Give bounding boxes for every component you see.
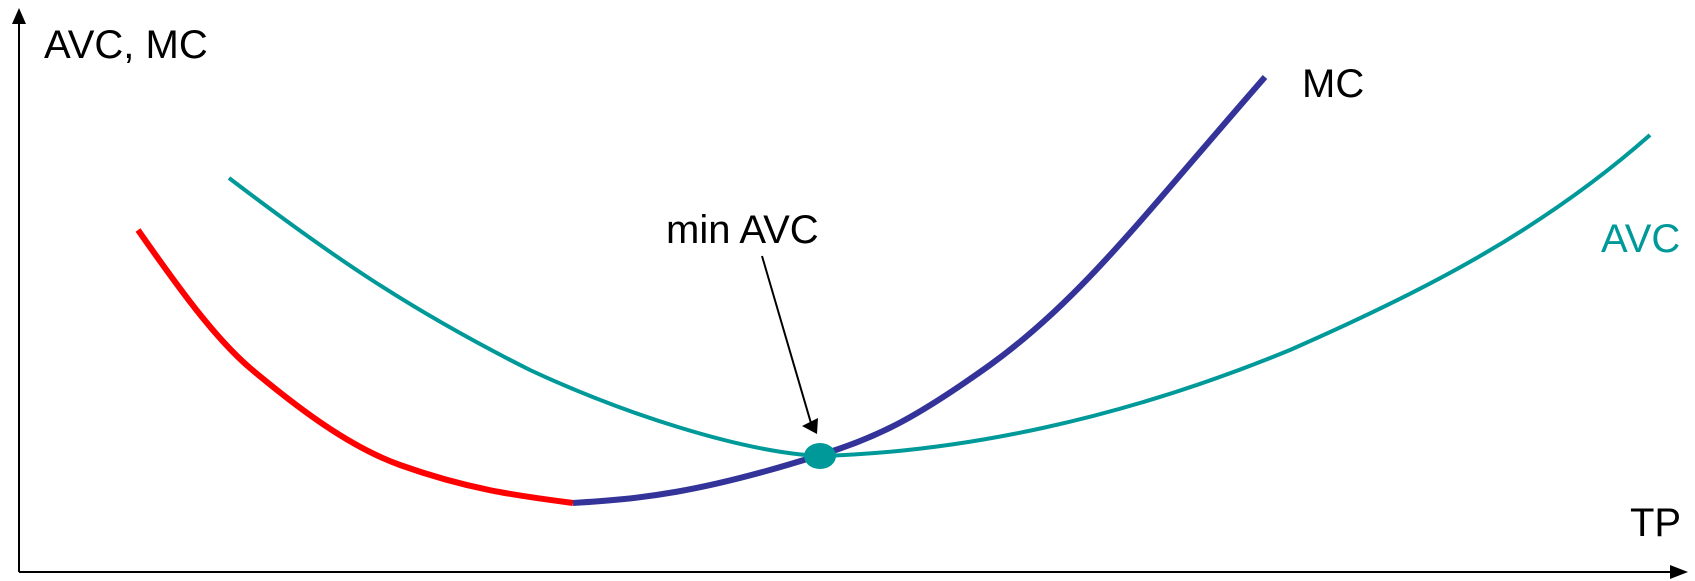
min-avc-annotation: min AVC	[666, 208, 819, 252]
mc-curve-label: MC	[1302, 62, 1364, 106]
avc-curve	[227, 133, 1652, 459]
min-avc-pointer-arrowhead	[802, 418, 818, 434]
min-avc-pointer-arrow	[761, 255, 814, 431]
x-axis-arrowhead	[1670, 565, 1688, 579]
avc-curve-label: AVC	[1601, 217, 1680, 261]
min-avc-point-marker	[804, 443, 836, 469]
y-axis-label: AVC, MC	[44, 23, 208, 67]
mc-curve-falling-segment	[135, 228, 574, 506]
mc-curve-rising-segment	[572, 75, 1268, 506]
x-axis-label: TP	[1630, 501, 1681, 545]
y-axis-arrowhead	[12, 8, 26, 24]
